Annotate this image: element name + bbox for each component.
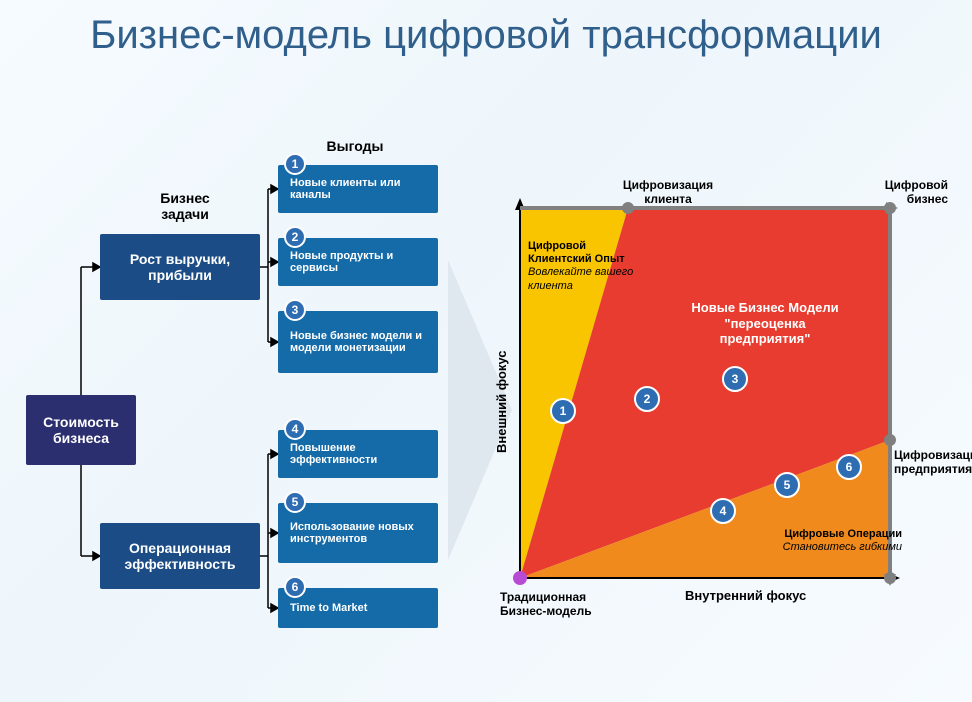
benefit-box: 1 Новые клиенты или каналы: [278, 165, 438, 213]
task-box-revenue: Рост выручки, прибыли: [100, 234, 260, 300]
benefit-number-badge: 2: [284, 226, 306, 248]
benefit-number-badge: 6: [284, 576, 306, 598]
benefit-number-badge: 1: [284, 153, 306, 175]
benefit-text: Новые клиенты или каналы: [290, 177, 430, 201]
region-red-label: Новые Бизнес Модели "переоценка предприя…: [680, 300, 850, 347]
benefits-header: Выгоды: [310, 138, 400, 154]
task-box-text: Операционная эффективность: [108, 540, 252, 572]
benefit-text: Новые продукты и сервисы: [290, 250, 430, 274]
benefit-number-badge: 3: [284, 299, 306, 321]
page-title: Бизнес-модель цифровой трансформации: [0, 12, 972, 58]
benefit-text: Новые бизнес модели и модели монетизации: [290, 330, 430, 354]
task-box-text: Рост выручки, прибыли: [108, 251, 252, 283]
svg-text:5: 5: [784, 478, 791, 492]
benefit-text: Time to Market: [290, 602, 367, 614]
task-box-efficiency: Операционная эффективность: [100, 523, 260, 589]
root-box: Стоимость бизнеса: [26, 395, 136, 465]
benefit-number-badge: 4: [284, 418, 306, 440]
benefit-text: Использование новых инструментов: [290, 521, 430, 545]
corner-label: Цифровизация клиента: [598, 178, 738, 207]
svg-text:1: 1: [560, 404, 567, 418]
region-orange-label: Цифровые ОперацииСтановитесь гибкими: [772, 528, 902, 554]
y-axis-label: Внешний фокус: [494, 253, 510, 453]
region-yellow-label: Цифровой Клиентский ОпытВовлекайте вашег…: [528, 240, 638, 293]
benefit-box: 3 Новые бизнес модели и модели монетизац…: [278, 311, 438, 373]
root-box-text: Стоимость бизнеса: [34, 414, 128, 446]
svg-text:2: 2: [644, 392, 651, 406]
tasks-header: Бизнес задачи: [140, 190, 230, 222]
benefit-text: Повышение эффективности: [290, 442, 430, 466]
svg-text:3: 3: [732, 372, 739, 386]
corner-label: Традиционная Бизнес-модель: [500, 590, 630, 619]
benefit-box: 5 Использование новых инструментов: [278, 503, 438, 563]
svg-text:6: 6: [846, 460, 853, 474]
benefit-box: 4 Повышение эффективности: [278, 430, 438, 478]
benefit-number-badge: 5: [284, 491, 306, 513]
corner-label: Цифровизация предприятия: [894, 448, 972, 477]
x-axis-label: Внутренний фокус: [685, 588, 885, 604]
diagram-stage: { "title": "Бизнес-модель цифровой транс…: [0, 0, 972, 702]
svg-text:4: 4: [720, 504, 727, 518]
benefit-box: 2 Новые продукты и сервисы: [278, 238, 438, 286]
corner-label: Цифровой бизнес: [858, 178, 948, 207]
benefit-box: 6 Time to Market: [278, 588, 438, 628]
